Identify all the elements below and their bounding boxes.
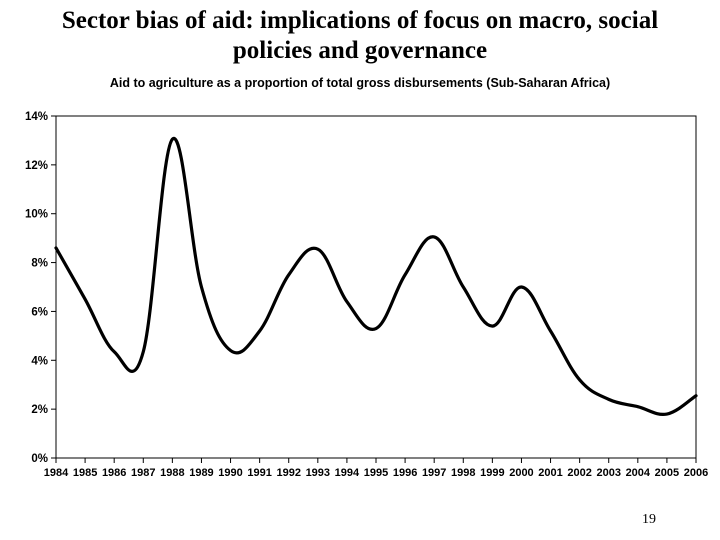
svg-text:2006: 2006 <box>684 467 708 479</box>
svg-text:6%: 6% <box>31 306 48 318</box>
svg-text:0%: 0% <box>31 453 48 465</box>
svg-text:2005: 2005 <box>655 467 679 479</box>
svg-text:1991: 1991 <box>247 467 271 479</box>
slide: Sector bias of aid: implications of focu… <box>0 0 720 540</box>
svg-text:2003: 2003 <box>596 467 620 479</box>
svg-text:2002: 2002 <box>567 467 591 479</box>
svg-text:1994: 1994 <box>335 467 360 479</box>
svg-text:1984: 1984 <box>44 467 69 479</box>
svg-text:1990: 1990 <box>218 467 242 479</box>
slide-title: Sector bias of aid: implications of focu… <box>0 0 720 66</box>
svg-text:1998: 1998 <box>451 467 475 479</box>
svg-text:1993: 1993 <box>306 467 330 479</box>
svg-text:2001: 2001 <box>538 467 562 479</box>
svg-text:1996: 1996 <box>393 467 417 479</box>
svg-text:1997: 1997 <box>422 467 446 479</box>
svg-text:4%: 4% <box>31 355 48 367</box>
svg-text:12%: 12% <box>25 160 48 172</box>
svg-text:2000: 2000 <box>509 467 533 479</box>
svg-text:1995: 1995 <box>364 467 388 479</box>
svg-text:2%: 2% <box>31 404 48 416</box>
svg-text:1988: 1988 <box>160 467 184 479</box>
svg-text:2004: 2004 <box>626 467 651 479</box>
svg-text:1999: 1999 <box>480 467 504 479</box>
svg-text:14%: 14% <box>25 111 48 123</box>
svg-text:10%: 10% <box>25 209 48 221</box>
svg-text:1986: 1986 <box>102 467 126 479</box>
line-chart: 0% 2% 4% 6% 8% 10% 12% 14% 1984 1985 1986 1987 1988 1… <box>12 110 708 490</box>
page-number: 19 <box>642 512 656 528</box>
chart-title: Aid to agriculture as a proportion of to… <box>0 76 720 90</box>
svg-text:1989: 1989 <box>189 467 213 479</box>
svg-text:8%: 8% <box>31 258 48 270</box>
svg-text:1992: 1992 <box>276 467 300 479</box>
chart-container: 0% 2% 4% 6% 8% 10% 12% 14% 1984 1985 1986 1987 1988 1… <box>12 110 708 500</box>
svg-text:1987: 1987 <box>131 467 155 479</box>
svg-text:1985: 1985 <box>73 467 97 479</box>
